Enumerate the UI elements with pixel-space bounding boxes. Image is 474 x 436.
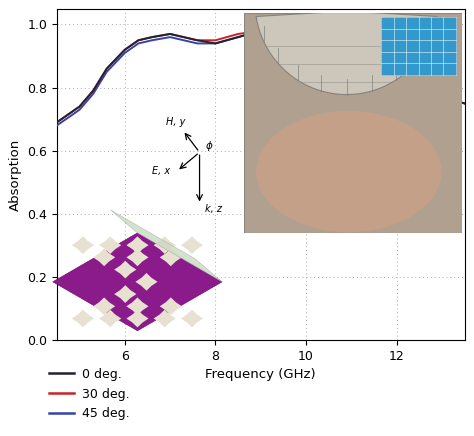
Polygon shape [114, 261, 137, 279]
Polygon shape [93, 297, 115, 315]
Polygon shape [127, 236, 148, 254]
Polygon shape [114, 285, 137, 303]
Polygon shape [256, 6, 437, 95]
Text: k, z: k, z [205, 204, 222, 215]
Polygon shape [127, 310, 148, 327]
Y-axis label: Absorption: Absorption [9, 138, 22, 211]
Polygon shape [72, 310, 94, 327]
Text: H, y: H, y [166, 117, 186, 127]
Polygon shape [160, 297, 182, 315]
Polygon shape [72, 236, 94, 254]
Polygon shape [53, 233, 222, 331]
Text: $\phi$: $\phi$ [205, 139, 214, 153]
Text: E, x: E, x [152, 166, 170, 176]
Polygon shape [127, 297, 148, 315]
Polygon shape [154, 236, 176, 254]
Polygon shape [181, 310, 203, 327]
X-axis label: Frequency (GHz): Frequency (GHz) [205, 368, 316, 382]
Legend: 0 deg., 30 deg., 45 deg.: 0 deg., 30 deg., 45 deg. [44, 363, 134, 426]
Polygon shape [136, 273, 157, 291]
Polygon shape [110, 210, 222, 282]
Polygon shape [99, 310, 121, 327]
Polygon shape [154, 310, 176, 327]
Bar [382, 17, 456, 75]
Polygon shape [160, 249, 182, 266]
Ellipse shape [256, 111, 441, 232]
Polygon shape [93, 249, 115, 266]
Polygon shape [181, 236, 203, 254]
Polygon shape [99, 236, 121, 254]
Polygon shape [127, 249, 148, 266]
